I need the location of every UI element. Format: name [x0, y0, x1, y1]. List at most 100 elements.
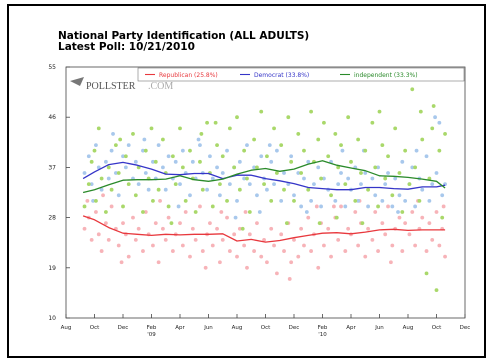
- data-point: [332, 204, 336, 209]
- data-point: [424, 249, 429, 253]
- data-point: [431, 104, 436, 108]
- data-point: [433, 115, 437, 120]
- data-point: [119, 260, 124, 265]
- data-point: [220, 154, 225, 159]
- data-point: [302, 148, 306, 153]
- data-point: [420, 187, 425, 192]
- data-point: [166, 154, 171, 159]
- data-point: [363, 254, 368, 259]
- data-point: [275, 148, 279, 153]
- data-point: [306, 159, 311, 164]
- data-point: [319, 176, 323, 181]
- data-point: [208, 154, 212, 159]
- y-tick-label: 46: [48, 114, 56, 121]
- data-point: [146, 187, 151, 192]
- data-point: [366, 204, 370, 209]
- data-point: [279, 198, 284, 203]
- data-point: [279, 143, 284, 147]
- data-point: [400, 249, 405, 253]
- data-point: [269, 159, 274, 164]
- data-point: [193, 210, 198, 214]
- data-point: [121, 221, 125, 226]
- data-point: [200, 187, 205, 192]
- data-point: [118, 137, 123, 142]
- data-point: [247, 232, 252, 237]
- data-point: [190, 226, 195, 231]
- data-point: [210, 243, 215, 248]
- data-point: [279, 232, 284, 237]
- data-point: [215, 226, 219, 231]
- data-point: [82, 204, 87, 209]
- data-point: [343, 182, 348, 187]
- data-point: [99, 187, 104, 192]
- data-point: [292, 193, 296, 198]
- data-point: [109, 187, 114, 192]
- data-point: [437, 120, 442, 125]
- data-point: [136, 182, 141, 187]
- data-point: [386, 204, 390, 209]
- data-point: [262, 182, 266, 187]
- data-point: [180, 243, 185, 248]
- data-point: [169, 221, 174, 226]
- legend-label: Republican (25.8%): [159, 72, 218, 79]
- data-point: [94, 210, 98, 214]
- data-point: [349, 159, 353, 164]
- data-point: [346, 176, 351, 181]
- series-points: [82, 115, 447, 220]
- data-point: [245, 265, 249, 270]
- data-point: [407, 232, 412, 237]
- data-point: [396, 210, 400, 214]
- data-point: [143, 148, 148, 153]
- data-point: [161, 137, 165, 142]
- data-point: [339, 143, 343, 147]
- data-point: [420, 137, 425, 142]
- data-point: [166, 204, 171, 209]
- data-point: [386, 154, 390, 159]
- data-point: [353, 210, 358, 214]
- data-point: [193, 238, 198, 242]
- data-point: [255, 193, 259, 198]
- data-point: [113, 171, 118, 175]
- data-point: [434, 288, 439, 293]
- x-tick-label: Dec: [289, 325, 300, 331]
- data-point: [219, 210, 224, 214]
- data-point: [247, 182, 252, 187]
- data-point: [178, 182, 182, 187]
- data-point: [269, 198, 274, 203]
- data-point: [427, 221, 432, 226]
- data-point: [343, 204, 348, 209]
- data-point: [363, 171, 368, 175]
- data-point: [94, 143, 98, 147]
- data-point: [141, 148, 145, 153]
- data-point: [282, 171, 286, 175]
- data-point: [440, 215, 445, 220]
- data-point: [196, 137, 201, 142]
- data-point: [380, 143, 385, 147]
- data-point: [198, 159, 202, 164]
- data-point: [136, 226, 141, 231]
- data-point: [163, 187, 168, 192]
- data-point: [245, 176, 249, 181]
- data-point: [376, 204, 380, 209]
- data-point: [242, 148, 247, 153]
- data-point: [366, 187, 370, 192]
- data-point: [286, 115, 291, 120]
- data-point: [232, 165, 237, 170]
- data-point: [255, 165, 259, 170]
- data-point: [296, 254, 301, 259]
- data-point: [133, 159, 138, 164]
- data-point: [170, 154, 175, 159]
- trend-line: [82, 215, 446, 243]
- plot-border: [65, 66, 466, 319]
- y-tick-label: 37: [48, 164, 56, 171]
- data-point: [143, 171, 148, 175]
- data-point: [326, 154, 331, 159]
- data-point: [237, 226, 242, 231]
- data-point: [215, 165, 219, 170]
- pollster-logo-text: POLLSTER: [86, 81, 136, 92]
- data-point: [420, 215, 425, 220]
- data-point: [265, 260, 269, 265]
- data-point: [383, 176, 388, 181]
- data-point: [173, 159, 178, 164]
- data-point: [306, 215, 311, 220]
